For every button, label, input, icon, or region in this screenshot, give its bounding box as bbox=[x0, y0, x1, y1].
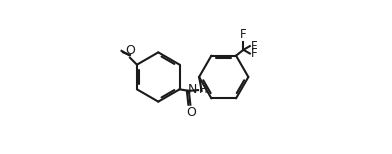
Text: H: H bbox=[199, 83, 207, 96]
Text: F: F bbox=[251, 40, 258, 53]
Text: F: F bbox=[240, 28, 247, 41]
Text: F: F bbox=[251, 47, 258, 61]
Text: O: O bbox=[125, 44, 135, 57]
Text: N: N bbox=[188, 83, 198, 96]
Text: O: O bbox=[186, 106, 196, 119]
